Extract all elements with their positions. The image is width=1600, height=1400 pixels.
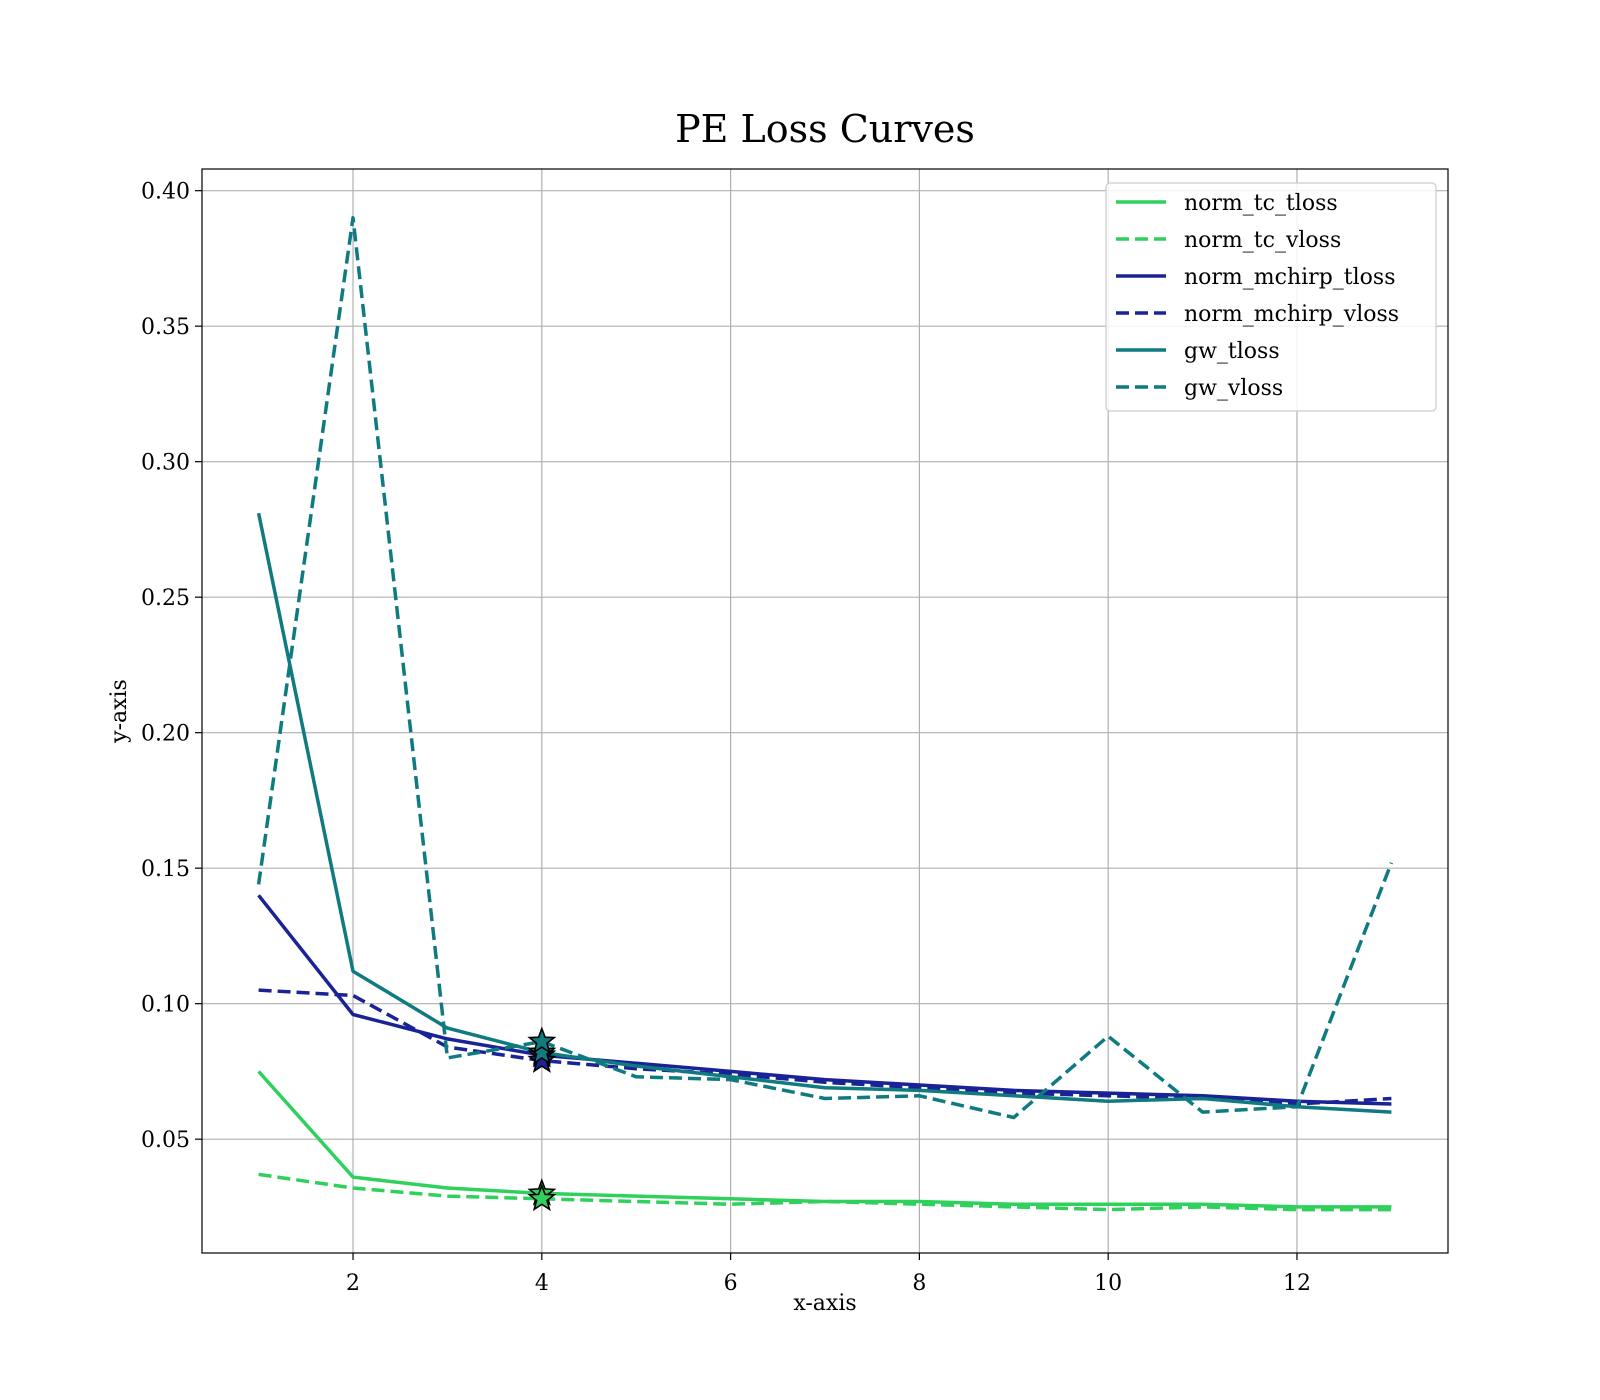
best-epoch-markers [527,1026,557,1212]
plot-frame [201,168,1449,1254]
series-lines [256,216,1394,1212]
legend-label: norm_tc_vloss [1184,228,1341,253]
chart-title: PE Loss Curves [675,107,975,151]
legend: norm_tc_tloss norm_tc_vloss norm_mchirp_tl… [1105,182,1437,412]
x-axis-label: x-axis [793,1291,856,1316]
star-marker-gw-vloss [527,1026,557,1054]
series-line-norm-tc-tloss [257,1070,1392,1209]
y-tick-label: 0.30 [141,451,190,476]
star-marker-gw-tloss [527,1037,557,1065]
x-tick-label: 4 [535,1271,549,1296]
legend-label: norm_tc_tloss [1184,191,1338,216]
y-axis-ticks: 0.05 0.10 0.15 0.20 0.25 0.30 0.35 0.40 [141,180,202,1153]
legend-label: gw_tloss [1184,339,1280,364]
y-tick-label: 0.35 [141,315,190,340]
legend-label: norm_mchirp_vloss [1184,302,1399,327]
y-tick-label: 0.15 [141,857,190,882]
y-tick-label: 0.10 [141,993,190,1018]
y-tick-label: 0.40 [141,180,190,205]
series-line-norm-tc-vloss [258,1172,1392,1212]
star-marker-norm-tc-vloss [527,1183,557,1212]
x-tick-label: 2 [346,1271,360,1296]
star-marker-norm-mchirp-vloss [527,1045,557,1073]
x-tick-label: 10 [1094,1271,1122,1296]
series-line-gw-vloss [256,216,1394,1120]
legend-label: norm_mchirp_tloss [1184,265,1395,290]
legend-box [1105,182,1437,412]
x-tick-label: 8 [912,1271,926,1296]
y-tick-label: 0.20 [141,722,190,747]
x-axis-ticks: 2 4 6 8 10 12 [346,1253,1311,1296]
series-line-gw-tloss [256,512,1392,1114]
legend-label: gw_vloss [1184,376,1283,401]
y-tick-label: 0.25 [141,586,190,611]
y-axis-label: y-axis [107,679,132,744]
series-line-norm-mchirp-tloss [257,894,1392,1106]
x-tick-label: 6 [724,1271,738,1296]
y-tick-label: 0.05 [141,1128,190,1153]
x-tick-label: 12 [1283,1271,1311,1296]
